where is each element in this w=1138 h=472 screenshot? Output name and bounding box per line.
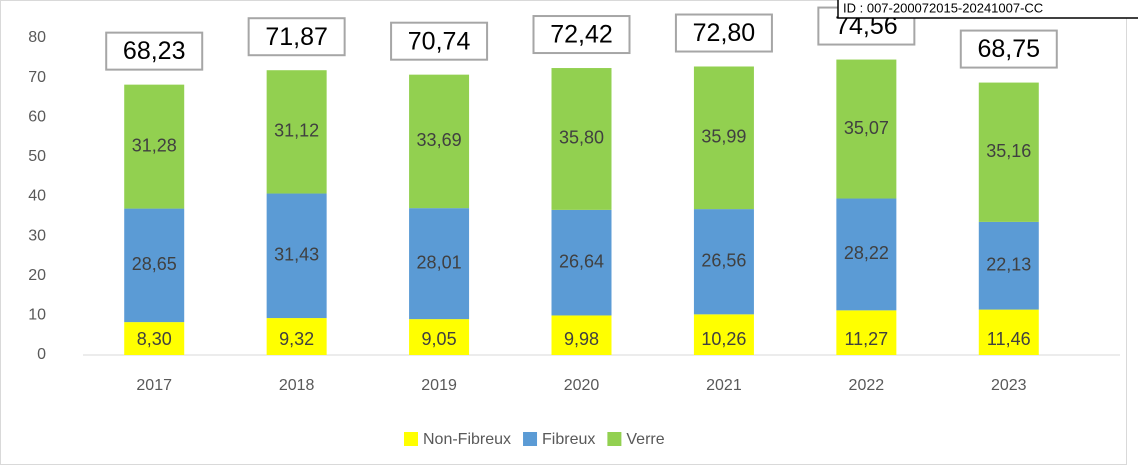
- bar-segment: [124, 322, 185, 355]
- bar-segment: [836, 198, 897, 311]
- bar-segment: [124, 208, 185, 323]
- total-box: [105, 31, 204, 71]
- legend-label: Non-Fibreux: [423, 431, 511, 448]
- total-label: 71,87: [265, 23, 328, 51]
- data-label: 8,30: [137, 329, 172, 349]
- bar-segment: [836, 59, 897, 199]
- y-tick-label: 0: [37, 346, 46, 363]
- data-label: 11,27: [844, 329, 888, 349]
- data-label: 35,16: [986, 141, 1031, 161]
- y-tick-label: 30: [28, 227, 46, 244]
- bar-segment: [978, 309, 1039, 355]
- bar-segment: [124, 84, 185, 209]
- data-label: 31,43: [274, 245, 319, 265]
- bar-segment: [551, 209, 612, 316]
- data-label: 28,65: [132, 254, 177, 274]
- bar-segment: [409, 74, 470, 209]
- bar-segment: [409, 319, 470, 355]
- bar-segment: [266, 70, 327, 194]
- y-tick-label: 40: [28, 188, 46, 205]
- bar-segment: [693, 209, 754, 315]
- data-label: 28,01: [417, 252, 462, 272]
- data-label: 10,26: [701, 329, 746, 349]
- x-tick-label: 2023: [991, 377, 1027, 394]
- data-label: 28,22: [844, 243, 889, 263]
- legend-swatch: [404, 432, 418, 446]
- stamp: ID : 007-200072015-20241007-CC: [843, 0, 1043, 15]
- data-label: 33,69: [417, 130, 462, 150]
- stamp-box: [837, 0, 1138, 19]
- x-tick-label: 2017: [136, 377, 172, 394]
- y-tick-label: 20: [28, 267, 46, 284]
- total-label: 72,42: [550, 21, 613, 49]
- data-label: 9,32: [279, 329, 314, 349]
- legend-swatch: [607, 432, 622, 446]
- bar-segment: [409, 208, 470, 320]
- legend-swatch: [523, 432, 538, 446]
- bar-segment: [551, 68, 612, 210]
- total-label: 68,75: [978, 35, 1041, 63]
- legend-label: Fibreux: [542, 431, 595, 448]
- bar-segment: [551, 315, 612, 355]
- bar-segment: [266, 318, 327, 355]
- data-label: 9,98: [564, 329, 599, 349]
- x-tick-label: 2022: [849, 377, 885, 394]
- data-label: 11,46: [987, 329, 1031, 349]
- data-label: 22,13: [986, 254, 1031, 274]
- data-label: 26,64: [559, 251, 604, 271]
- x-tick-label: 2018: [279, 377, 315, 394]
- data-label: 35,07: [844, 118, 889, 138]
- total-box: [247, 17, 346, 57]
- total-label: 68,23: [123, 37, 186, 65]
- bar-segment: [978, 221, 1039, 310]
- total-box: [532, 15, 631, 55]
- data-label: 9,05: [422, 329, 457, 349]
- y-tick-label: 80: [28, 29, 46, 46]
- bar-segment: [836, 310, 897, 355]
- x-tick-label: 2019: [421, 377, 457, 394]
- bar-segment: [693, 66, 754, 210]
- y-tick-label: 70: [28, 69, 46, 86]
- y-tick-label: 60: [28, 108, 46, 125]
- total-box: [390, 21, 489, 61]
- data-label: 31,28: [132, 135, 177, 155]
- data-label: 35,99: [701, 127, 746, 147]
- legend-label: Verre: [626, 431, 664, 448]
- data-label: 26,56: [701, 250, 746, 270]
- y-tick-label: 50: [28, 148, 46, 165]
- total-box: [674, 13, 773, 53]
- x-tick-label: 2020: [564, 377, 600, 394]
- total-box: [959, 29, 1058, 69]
- y-tick-label: 10: [28, 307, 46, 324]
- x-tick-label: 2021: [706, 377, 742, 394]
- data-label: 35,80: [559, 128, 604, 148]
- bar-segment: [693, 314, 754, 355]
- bar-segment: [978, 82, 1039, 222]
- total-label: 70,74: [408, 27, 471, 55]
- total-label: 72,80: [693, 19, 756, 47]
- bar-segment: [266, 193, 327, 319]
- data-label: 31,12: [274, 121, 319, 141]
